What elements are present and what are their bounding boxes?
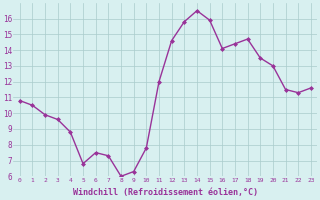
X-axis label: Windchill (Refroidissement éolien,°C): Windchill (Refroidissement éolien,°C) [73,188,258,197]
